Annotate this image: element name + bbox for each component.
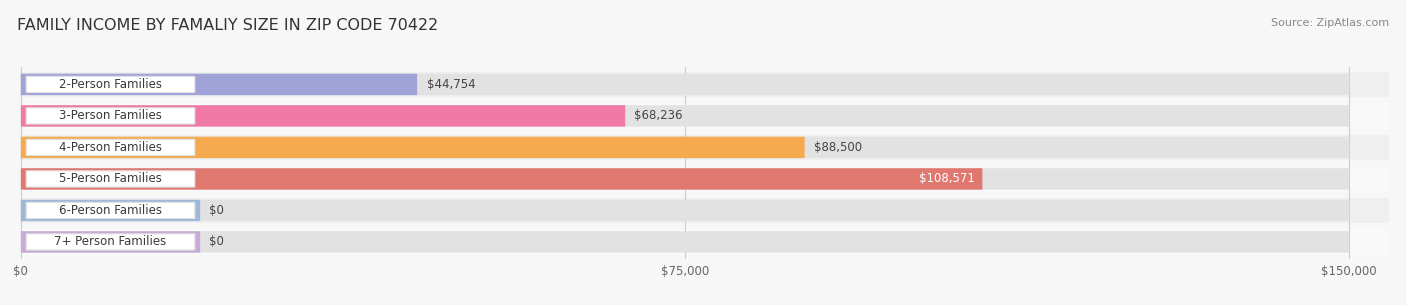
Text: $0: $0: [209, 204, 225, 217]
Text: $108,571: $108,571: [918, 172, 974, 185]
FancyBboxPatch shape: [21, 137, 804, 158]
FancyBboxPatch shape: [21, 105, 1350, 127]
Text: $88,500: $88,500: [814, 141, 862, 154]
FancyBboxPatch shape: [27, 108, 195, 124]
FancyBboxPatch shape: [21, 137, 1350, 158]
FancyBboxPatch shape: [27, 139, 195, 156]
FancyBboxPatch shape: [27, 171, 195, 187]
Text: FAMILY INCOME BY FAMALIY SIZE IN ZIP CODE 70422: FAMILY INCOME BY FAMALIY SIZE IN ZIP COD…: [17, 18, 439, 33]
Text: $0: $0: [209, 235, 225, 249]
FancyBboxPatch shape: [21, 200, 1350, 221]
Text: 5-Person Families: 5-Person Families: [59, 172, 162, 185]
Bar: [20, 103, 1402, 128]
Text: Source: ZipAtlas.com: Source: ZipAtlas.com: [1271, 18, 1389, 28]
Text: 3-Person Families: 3-Person Families: [59, 109, 162, 122]
FancyBboxPatch shape: [21, 105, 626, 127]
Text: 4-Person Families: 4-Person Families: [59, 141, 162, 154]
FancyBboxPatch shape: [21, 231, 1350, 253]
Bar: [20, 229, 1402, 255]
Text: $44,754: $44,754: [426, 78, 475, 91]
Text: 2-Person Families: 2-Person Families: [59, 78, 162, 91]
FancyBboxPatch shape: [21, 74, 1350, 95]
FancyBboxPatch shape: [27, 234, 195, 250]
FancyBboxPatch shape: [21, 231, 200, 253]
FancyBboxPatch shape: [21, 200, 200, 221]
Bar: [20, 166, 1402, 192]
Bar: [20, 135, 1402, 160]
FancyBboxPatch shape: [21, 168, 1350, 190]
Text: 7+ Person Families: 7+ Person Families: [55, 235, 167, 249]
FancyBboxPatch shape: [21, 168, 983, 190]
FancyBboxPatch shape: [21, 74, 418, 95]
Bar: [20, 72, 1402, 97]
Text: $68,236: $68,236: [634, 109, 683, 122]
Bar: [20, 198, 1402, 223]
FancyBboxPatch shape: [27, 76, 195, 92]
FancyBboxPatch shape: [27, 202, 195, 219]
Text: 6-Person Families: 6-Person Families: [59, 204, 162, 217]
